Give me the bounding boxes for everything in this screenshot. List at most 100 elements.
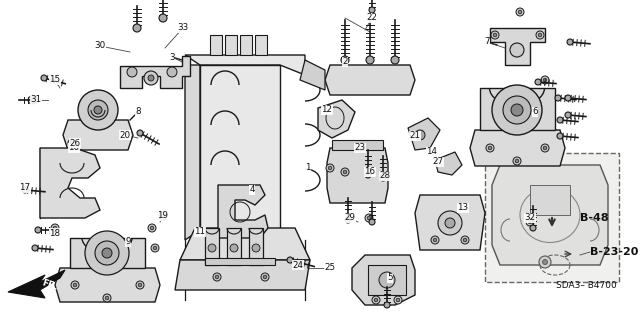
Circle shape: [557, 117, 563, 123]
Circle shape: [137, 130, 143, 136]
Circle shape: [543, 146, 547, 150]
Circle shape: [159, 14, 167, 22]
Polygon shape: [492, 165, 608, 265]
Text: 14: 14: [426, 147, 438, 157]
Polygon shape: [227, 228, 241, 265]
Circle shape: [367, 216, 371, 220]
Circle shape: [510, 43, 524, 57]
Circle shape: [230, 244, 238, 252]
Circle shape: [380, 175, 386, 181]
Circle shape: [374, 298, 378, 302]
Circle shape: [127, 67, 137, 77]
Circle shape: [528, 220, 532, 224]
Text: B-23-20: B-23-20: [590, 247, 638, 257]
Circle shape: [32, 97, 38, 103]
Text: 32: 32: [524, 213, 536, 222]
Circle shape: [105, 296, 109, 300]
Polygon shape: [200, 65, 280, 230]
Text: 26: 26: [70, 138, 81, 147]
Circle shape: [567, 39, 573, 45]
Polygon shape: [490, 28, 545, 65]
Text: 27: 27: [433, 158, 444, 167]
Bar: [368, 265, 406, 295]
FancyBboxPatch shape: [485, 153, 619, 282]
Circle shape: [73, 283, 77, 287]
Text: 7: 7: [484, 38, 490, 47]
Text: 31: 31: [31, 95, 42, 105]
Polygon shape: [63, 120, 133, 150]
Text: 10: 10: [68, 144, 79, 152]
Circle shape: [543, 78, 547, 82]
Polygon shape: [249, 228, 263, 265]
Text: 5: 5: [387, 273, 393, 283]
Circle shape: [150, 226, 154, 230]
Polygon shape: [348, 145, 375, 165]
Circle shape: [159, 212, 167, 220]
Circle shape: [415, 130, 425, 140]
Polygon shape: [352, 255, 415, 305]
Circle shape: [536, 31, 544, 39]
Circle shape: [341, 56, 349, 64]
Circle shape: [153, 246, 157, 250]
Circle shape: [41, 75, 47, 81]
Polygon shape: [185, 55, 305, 75]
Text: 24: 24: [292, 261, 303, 270]
Polygon shape: [175, 260, 310, 290]
Polygon shape: [470, 130, 565, 166]
Circle shape: [394, 296, 402, 304]
Circle shape: [215, 275, 219, 279]
Text: 16: 16: [365, 167, 376, 176]
Text: 25: 25: [324, 263, 335, 272]
Polygon shape: [180, 228, 310, 260]
Polygon shape: [327, 148, 388, 203]
Circle shape: [461, 236, 469, 244]
Circle shape: [557, 133, 563, 139]
Circle shape: [151, 244, 159, 252]
Circle shape: [488, 146, 492, 150]
Circle shape: [565, 112, 571, 118]
Circle shape: [463, 238, 467, 242]
Polygon shape: [205, 258, 275, 265]
Polygon shape: [435, 152, 462, 175]
Text: 15: 15: [49, 76, 61, 85]
Circle shape: [88, 100, 108, 120]
Circle shape: [518, 10, 522, 14]
Circle shape: [70, 141, 74, 145]
Circle shape: [391, 56, 399, 64]
Polygon shape: [300, 60, 325, 90]
Circle shape: [53, 226, 57, 230]
Circle shape: [366, 56, 374, 64]
Circle shape: [22, 187, 28, 193]
Circle shape: [369, 219, 375, 225]
Circle shape: [543, 259, 547, 264]
Text: 6: 6: [532, 108, 538, 116]
Circle shape: [28, 96, 36, 104]
Polygon shape: [325, 65, 415, 95]
Circle shape: [511, 104, 523, 116]
Circle shape: [365, 214, 373, 222]
Circle shape: [433, 238, 437, 242]
Circle shape: [94, 106, 102, 114]
Circle shape: [516, 8, 524, 16]
Circle shape: [287, 257, 293, 263]
Circle shape: [539, 256, 551, 268]
Text: 4: 4: [249, 186, 255, 195]
Text: 2: 2: [342, 57, 348, 66]
Circle shape: [369, 7, 375, 13]
Circle shape: [492, 85, 542, 135]
Circle shape: [541, 76, 549, 84]
Circle shape: [535, 79, 541, 85]
Polygon shape: [210, 35, 222, 55]
Text: 3: 3: [169, 53, 175, 62]
Circle shape: [541, 144, 549, 152]
Polygon shape: [205, 228, 219, 265]
Circle shape: [565, 95, 571, 101]
Text: 13: 13: [458, 204, 468, 212]
Circle shape: [85, 231, 129, 275]
Circle shape: [345, 217, 351, 223]
Circle shape: [328, 166, 332, 170]
Polygon shape: [120, 56, 190, 88]
Text: 19: 19: [157, 211, 168, 220]
Circle shape: [445, 218, 455, 228]
Circle shape: [133, 24, 141, 32]
